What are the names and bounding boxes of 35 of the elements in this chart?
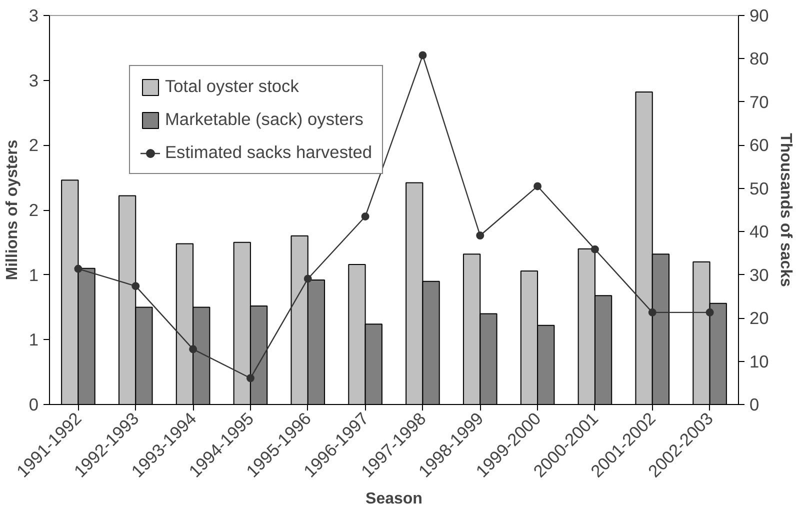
point (418, 51, 427, 60)
y2-tick-label: 70 (750, 92, 769, 112)
y-axis-title: Millions of oysters (4, 140, 21, 280)
point (648, 308, 656, 316)
point (361, 212, 370, 220)
x-axis-title: Season (366, 490, 422, 508)
y-tick-label: 2 (28, 200, 39, 220)
point (476, 232, 484, 240)
y2-tick-label: 30 (750, 264, 769, 285)
y-tick-label: 0 (28, 394, 39, 414)
y2-axis-title: Thousands of sacks (776, 133, 794, 288)
y2-tick-label: 40 (750, 222, 769, 242)
point (246, 374, 254, 382)
legend-label: Marketable (sack) oysters (165, 109, 364, 130)
point (132, 282, 140, 290)
y2-tick-label: 90 (750, 6, 769, 26)
y-tick-label: 1 (28, 264, 39, 285)
point (706, 308, 714, 316)
y-tick-label: 3 (28, 6, 39, 26)
point (74, 264, 82, 273)
y-tick-label: 2 (28, 135, 39, 156)
point (189, 345, 198, 354)
y-tick-label: 1 (28, 330, 39, 350)
y2-tick-label: 10 (750, 351, 769, 372)
y2-tick-label: 0 (750, 394, 760, 414)
point (590, 245, 599, 254)
point (304, 274, 312, 283)
y2-tick-label: 60 (750, 135, 769, 156)
legend-label: Total oyster stock (165, 76, 299, 97)
y2-tick-label: 20 (750, 308, 769, 328)
legend-label: Estimated sacks harvested (165, 142, 372, 163)
y2-tick-label: 80 (750, 48, 769, 69)
y2-tick-label: 50 (750, 178, 769, 198)
y-tick-label: 3 (28, 70, 39, 90)
point (534, 182, 542, 190)
